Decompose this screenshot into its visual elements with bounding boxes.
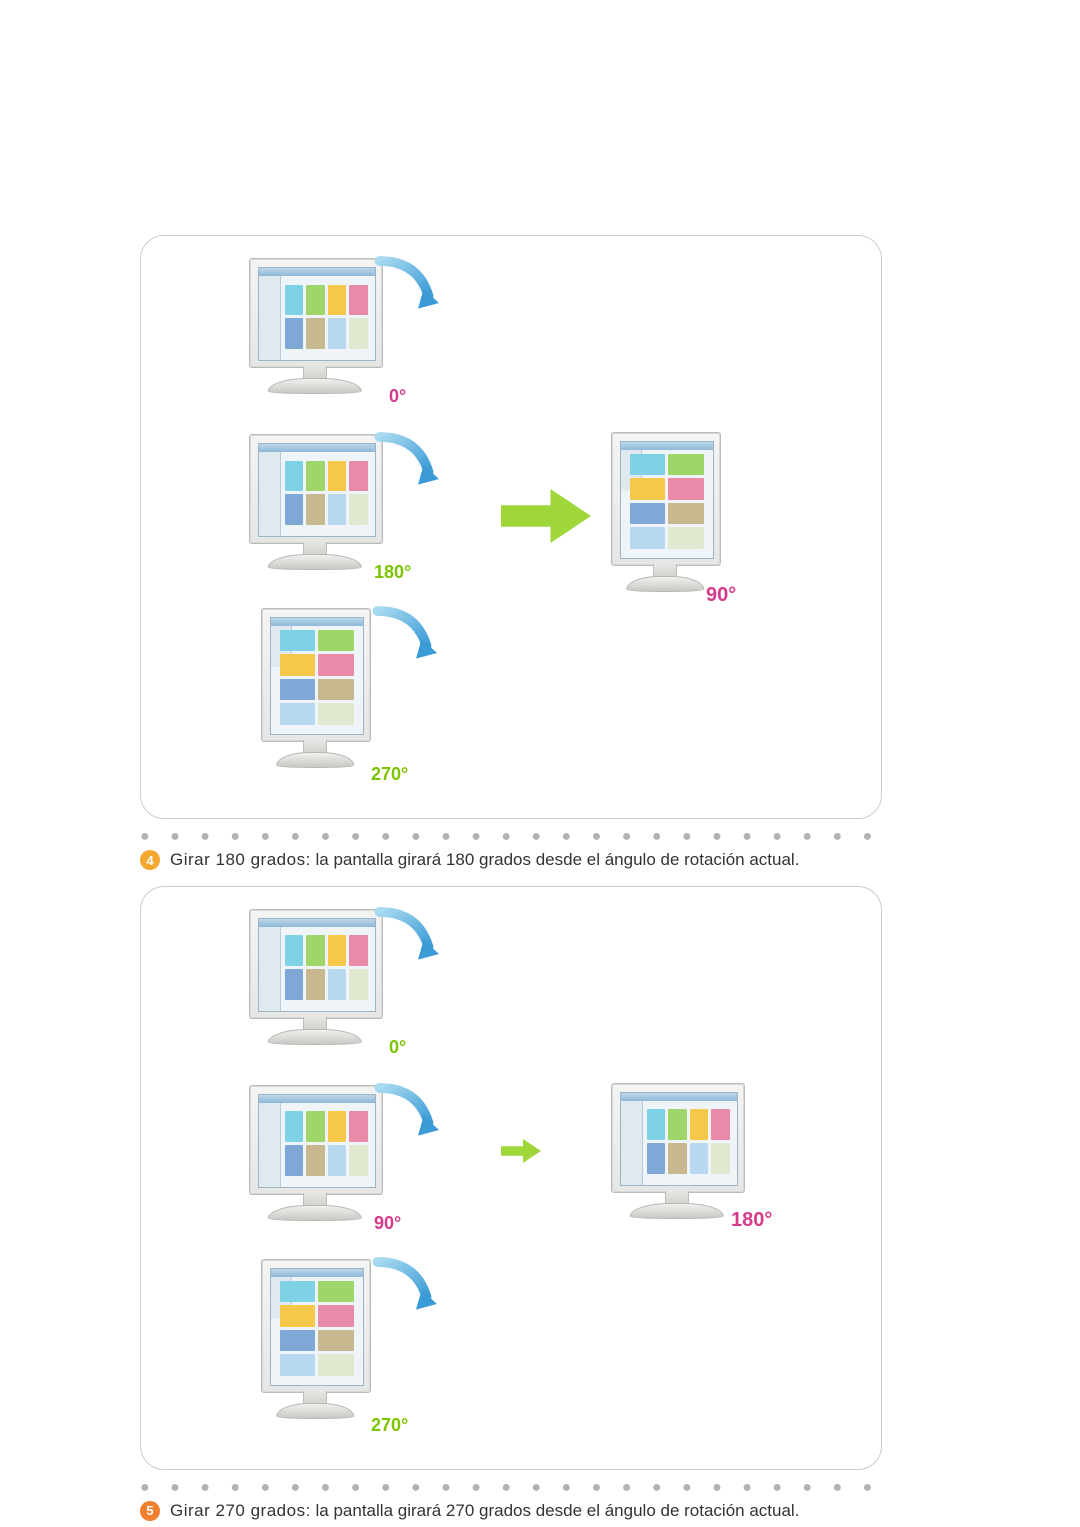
rotation-arrow-icon: [369, 254, 439, 324]
bullet-5-number: 5: [146, 1503, 153, 1518]
monitor-land: [611, 1083, 743, 1219]
content-column: 0° 180° 270° 90° ● ● ● ● ● ● ● ● ● ● ● ● ● …: [140, 235, 880, 1527]
angle-label-mid_l: 180°: [374, 562, 411, 583]
rotation-arrow-icon: [369, 1081, 439, 1151]
bullet-4-lead: Girar 180 grados:: [170, 850, 311, 869]
separator-dots-2: ● ● ● ● ● ● ● ● ● ● ● ● ● ● ● ● ● ● ● ● …: [140, 1484, 880, 1492]
angle-label-mid_r: 90°: [706, 584, 736, 607]
bullet-4-row: 4 Girar 180 grados: la pantalla girará 1…: [140, 849, 880, 872]
separator-dots: ● ● ● ● ● ● ● ● ● ● ● ● ● ● ● ● ● ● ● ● …: [140, 833, 880, 841]
monitor-land: [249, 258, 381, 394]
bullet-4-number: 4: [146, 853, 153, 868]
bullet-4-badge: 4: [140, 850, 160, 870]
result-arrow-icon: [501, 1137, 541, 1165]
monitor-land: [249, 1085, 381, 1221]
angle-label-mid_l: 90°: [374, 1213, 401, 1234]
result-arrow-icon: [501, 486, 591, 546]
angle-label-top: 0°: [389, 386, 406, 407]
diagram-rotate-90: 0° 180° 270° 90°: [140, 235, 882, 819]
bullet-5-row: 5 Girar 270 grados: la pantalla girará 2…: [140, 1500, 880, 1523]
bullet-5-rest: la pantalla girará 270 grados desde el á…: [311, 1501, 800, 1520]
rotation-arrow-icon: [369, 430, 439, 500]
monitor-land: [249, 909, 381, 1045]
bullet-5-badge: 5: [140, 1501, 160, 1521]
bullet-5-lead: Girar 270 grados:: [170, 1501, 311, 1520]
page: 0° 180° 270° 90° ● ● ● ● ● ● ● ● ● ● ● ● ● …: [0, 0, 1080, 1527]
angle-label-bot: 270°: [371, 764, 408, 785]
angle-label-top: 0°: [389, 1037, 406, 1058]
angle-label-mid_r: 180°: [731, 1209, 772, 1232]
monitor-port: [261, 608, 369, 768]
bullet-5-text: Girar 270 grados: la pantalla girará 270…: [170, 1500, 799, 1523]
monitor-port: [261, 1259, 369, 1419]
rotation-arrow-icon: [367, 604, 437, 674]
bullet-4-text: Girar 180 grados: la pantalla girará 180…: [170, 849, 799, 872]
monitor-port: [611, 432, 719, 592]
monitor-land: [249, 434, 381, 570]
diagram-rotate-180: 0° 90° 270° 180°: [140, 886, 882, 1470]
angle-label-bot: 270°: [371, 1415, 408, 1436]
rotation-arrow-icon: [369, 905, 439, 975]
rotation-arrow-icon: [367, 1255, 437, 1325]
bullet-4-rest: la pantalla girará 180 grados desde el á…: [311, 850, 800, 869]
